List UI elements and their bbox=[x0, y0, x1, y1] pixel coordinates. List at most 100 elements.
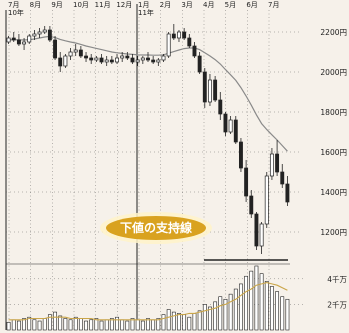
candle-body-up bbox=[140, 57, 145, 61]
candle-body-up bbox=[269, 153, 274, 177]
x-tick-label: 8月 bbox=[30, 1, 41, 9]
candle-body-up bbox=[104, 59, 109, 63]
x-tick-label: 7月 bbox=[268, 1, 279, 9]
candle bbox=[73, 44, 78, 56]
candle bbox=[135, 56, 140, 66]
volume-bars bbox=[6, 265, 290, 331]
volume-ma-path bbox=[8, 282, 288, 321]
volume-bar bbox=[228, 293, 233, 331]
candle-body-down bbox=[254, 213, 259, 247]
candle-body-down bbox=[47, 29, 52, 41]
x-tick-label: 12月 bbox=[116, 1, 132, 9]
volume-bar bbox=[104, 319, 109, 331]
volume-bar bbox=[275, 291, 279, 331]
candle bbox=[89, 54, 94, 64]
candle bbox=[130, 54, 135, 64]
candle bbox=[208, 74, 212, 106]
candle bbox=[84, 52, 88, 62]
volume-bar bbox=[17, 320, 21, 331]
candle-body-down bbox=[280, 171, 285, 185]
volume-bar bbox=[32, 319, 37, 331]
candle-body-down bbox=[285, 183, 290, 203]
candle-body-down bbox=[130, 57, 135, 63]
year-label: 11年 bbox=[138, 8, 154, 17]
volume-bar bbox=[27, 316, 32, 331]
candle-body-down bbox=[125, 55, 130, 59]
volume-bar bbox=[94, 318, 99, 331]
volume-bar bbox=[11, 319, 16, 331]
candle bbox=[177, 30, 181, 42]
callout-label: 下値の支持線 bbox=[120, 220, 192, 235]
candle-body-down bbox=[84, 55, 88, 59]
candle-body-up bbox=[27, 35, 32, 43]
candle-body-down bbox=[244, 167, 249, 197]
x-tick-label: 6月 bbox=[246, 1, 257, 9]
volume-bar bbox=[254, 265, 259, 331]
candle-body-up bbox=[120, 55, 125, 59]
candle bbox=[53, 36, 58, 60]
volume-bar bbox=[78, 318, 83, 331]
y-axis-ticks: 1200円 1400円 1600円 1800円 2000円 2200円 2千万 4千万 bbox=[6, 28, 347, 309]
volume-bar bbox=[47, 314, 52, 331]
candle-body-down bbox=[218, 99, 223, 115]
volume-bar bbox=[249, 270, 254, 331]
volume-bar bbox=[68, 319, 73, 331]
candle-body-down bbox=[202, 71, 207, 103]
volume-moving-average bbox=[8, 282, 288, 321]
volume-bar bbox=[233, 288, 238, 331]
candle bbox=[37, 28, 42, 38]
candle bbox=[16, 34, 21, 46]
candle bbox=[264, 172, 269, 228]
volume-bar bbox=[42, 318, 47, 331]
volume-bar bbox=[177, 313, 181, 331]
candle-body-up bbox=[73, 49, 78, 53]
candle bbox=[146, 52, 150, 62]
volume-bar bbox=[146, 318, 150, 331]
volume-bar bbox=[264, 281, 269, 331]
volume-bar bbox=[120, 319, 125, 331]
candle-body-down bbox=[53, 39, 58, 59]
volume-bar bbox=[218, 296, 223, 331]
candle-body-down bbox=[275, 153, 280, 173]
candle-body-down bbox=[182, 31, 187, 39]
support-callout: 下値の支持線 bbox=[100, 212, 212, 244]
volume-bar bbox=[22, 318, 26, 331]
y-tick-label: 1800円 bbox=[320, 108, 347, 117]
x-tick-label: 4月 bbox=[203, 1, 214, 9]
candle bbox=[47, 26, 52, 42]
candle-body-up bbox=[156, 59, 161, 63]
candle bbox=[6, 36, 11, 44]
candle bbox=[202, 68, 207, 108]
candle bbox=[156, 58, 161, 66]
candle bbox=[244, 160, 249, 202]
candle bbox=[78, 46, 83, 58]
volume-bar bbox=[130, 318, 135, 331]
volume-bar bbox=[208, 306, 212, 331]
candle bbox=[166, 32, 171, 58]
candle-body-up bbox=[135, 59, 140, 63]
candle bbox=[285, 176, 290, 206]
volume-bar bbox=[171, 311, 176, 331]
candle-body-down bbox=[171, 33, 176, 39]
volume-bar bbox=[197, 310, 202, 331]
candle bbox=[171, 24, 176, 40]
candle-body-down bbox=[58, 57, 63, 67]
volume-bar bbox=[259, 273, 264, 331]
candle bbox=[22, 38, 27, 50]
candle-body-up bbox=[177, 31, 181, 39]
candle-body-up bbox=[37, 31, 42, 35]
candle bbox=[27, 34, 32, 44]
candle bbox=[218, 92, 223, 120]
candle bbox=[187, 34, 192, 48]
candle-body-up bbox=[32, 33, 37, 37]
volume-bar bbox=[63, 318, 68, 331]
candles bbox=[6, 24, 290, 254]
candle-body-up bbox=[68, 51, 73, 57]
candle bbox=[233, 116, 238, 144]
candle-body-up bbox=[264, 175, 269, 225]
volume-bar bbox=[58, 315, 63, 331]
volume-bar bbox=[109, 318, 114, 331]
